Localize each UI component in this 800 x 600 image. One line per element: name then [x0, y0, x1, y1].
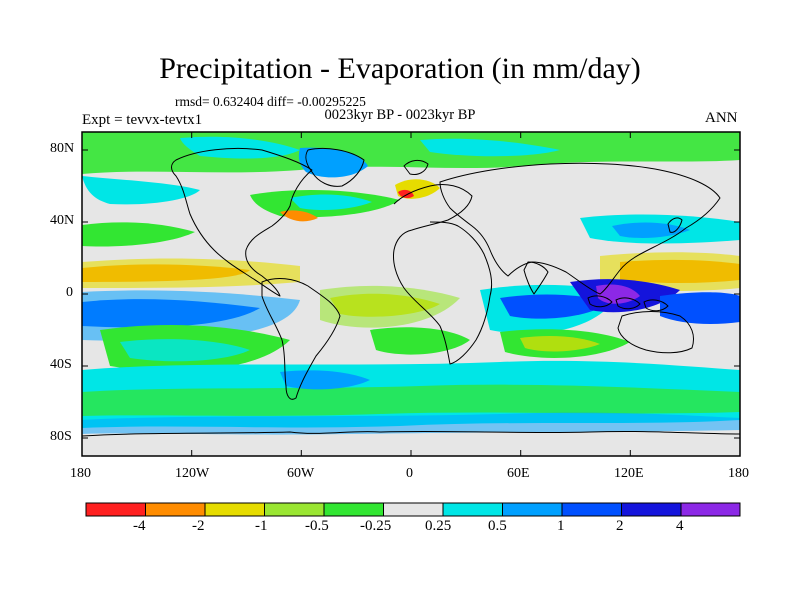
colorbar-box-10 [621, 502, 682, 517]
x-tick-label: 0 [406, 466, 413, 481]
stats-label: rmsd= 0.632404 diff= -0.00295225 [175, 94, 366, 109]
colorbar-box-2 [145, 502, 206, 517]
colorbar [85, 502, 741, 517]
field-greenland-blue [298, 147, 368, 178]
colorbar-label: -0.5 [305, 518, 329, 534]
colorbar-box-11 [680, 502, 741, 517]
field-southern-blue [280, 370, 370, 390]
colorbar-box-6 [383, 502, 444, 517]
field-arctic-cyan [180, 136, 300, 159]
y-tick-label: 80S [50, 429, 72, 444]
field-tropical-atl-green [320, 285, 460, 328]
field-epac-blue [660, 292, 740, 324]
period-label: 0023kyr BP - 0023kyr BP [324, 107, 476, 123]
x-tick-label: 180 [70, 466, 91, 481]
field-arctic-cyan-2 [420, 138, 560, 157]
y-tick-label: 80N [50, 141, 75, 156]
colorbar-box-5 [323, 502, 384, 517]
field-npac-blue [612, 222, 690, 238]
field-antarctic-land [82, 436, 740, 456]
x-tick-label: 120W [175, 466, 210, 481]
field-europe-red [398, 189, 414, 199]
colorbar-box-1 [85, 502, 146, 517]
field-npac-green [82, 222, 195, 247]
field-antarctic-edge [82, 412, 740, 435]
colorbar-box-4 [264, 502, 325, 517]
colorbar-label: -4 [133, 518, 146, 534]
colorbar-label: 0.5 [488, 518, 507, 534]
experiment-label: Expt = tevvx-tevtx1 [82, 112, 203, 128]
field-itcz-pac-yellow [82, 258, 300, 288]
colorbar-label: 1 [557, 518, 565, 534]
colorbar-box-7 [442, 502, 503, 517]
x-tick-label: 60E [507, 466, 530, 481]
y-tick-label: 40N [50, 213, 75, 228]
field-southern-green [82, 384, 740, 416]
x-tick-label: 60W [287, 466, 315, 481]
y-tick-label: 40S [50, 357, 72, 372]
colorbar-label: 2 [616, 518, 624, 534]
colorbar-box-9 [561, 502, 622, 517]
x-tick-label: 120E [614, 466, 644, 481]
colorbar-label: 4 [676, 518, 684, 534]
field-sind-yellow [520, 336, 600, 352]
figure-title: Precipitation - Evaporation (in mm/day) [159, 52, 641, 85]
field-spac-cyan [120, 339, 250, 362]
colorbar-label: -2 [192, 518, 205, 534]
field-indian-blue [500, 294, 610, 319]
season-label: ANN [705, 110, 738, 126]
colorbar-box-3 [204, 502, 265, 517]
field-npac-cyan [82, 176, 200, 205]
colorbar-label: -0.25 [360, 518, 392, 534]
colorbar-label: -1 [255, 518, 268, 534]
coastlines [81, 147, 741, 437]
field-natl-orange [280, 210, 318, 222]
colorbar-box-8 [502, 502, 563, 517]
field-satl-green [370, 327, 470, 355]
y-tick-label: 0 [66, 285, 73, 300]
field-maritime-purple [596, 284, 640, 304]
field-natl-cyan [290, 194, 372, 210]
colorbar-label: 0.25 [425, 518, 452, 534]
x-tick-label: 180 [728, 466, 749, 481]
